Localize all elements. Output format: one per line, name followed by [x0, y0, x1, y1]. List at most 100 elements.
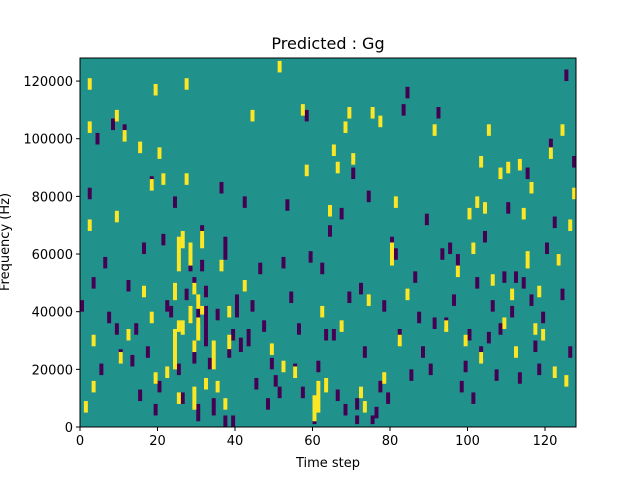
heatmap-cell-low [448, 242, 453, 255]
heatmap-cell-low [486, 331, 491, 344]
heatmap-cell-low [362, 346, 367, 358]
heatmap-cell-low [207, 357, 212, 370]
heatmap-cell-low [506, 202, 511, 214]
heatmap-cell-high [192, 340, 197, 353]
y-tick-label: 80000 [32, 190, 73, 205]
heatmap-cell-low [359, 282, 363, 295]
heatmap-cell-low [103, 256, 108, 269]
heatmap-cell-low [99, 363, 104, 376]
heatmap-cell-low [572, 156, 577, 168]
heatmap-cell-low [246, 328, 251, 347]
heatmap-cell-low [541, 311, 546, 324]
heatmap-cell-high [517, 158, 522, 171]
heatmap-cell-high [393, 196, 398, 208]
heatmap-cell-high [397, 334, 402, 347]
heatmap-cell-high [479, 156, 484, 168]
heatmap-cell-high [149, 179, 154, 191]
y-axis: 0 20000 40000 60000 80000 100000 120000 [23, 75, 80, 436]
heatmap-cell-high [176, 320, 181, 332]
heatmap-cell-high [138, 141, 143, 154]
y-tick-label: 20000 [32, 363, 73, 378]
plot-area [80, 58, 577, 427]
heatmap-cell-high [564, 375, 569, 387]
heatmap-cell-low [126, 279, 131, 292]
heatmap-cell-low [331, 328, 336, 341]
heatmap-cell-low [370, 415, 375, 425]
heatmap-cell-high [479, 352, 484, 364]
heatmap-cell-low [568, 346, 573, 358]
heatmap-cell-high [300, 104, 305, 116]
heatmap-cell-low [188, 259, 193, 272]
heatmap-cell-high [227, 305, 232, 318]
heatmap-cell-high [366, 294, 371, 306]
heatmap-cell-low [564, 69, 569, 82]
heatmap-cell-low [200, 225, 205, 237]
heatmap-cell-high [378, 115, 383, 128]
heatmap-cell-low [169, 305, 174, 318]
heatmap-cell-high [176, 392, 181, 404]
chart-title: Predicted : Gg [271, 34, 384, 53]
heatmap-cell-high [362, 401, 367, 413]
heatmap-cell-high [165, 366, 170, 378]
heatmap-cell-high [176, 236, 181, 272]
heatmap-cell-low [347, 291, 352, 304]
heatmap-cell-low [409, 369, 414, 381]
heatmap-cell-high [533, 323, 538, 335]
heatmap-cell-high [180, 320, 185, 335]
heatmap-cell-low [459, 380, 464, 393]
heatmap-cell-high [483, 202, 487, 214]
heatmap-cell-high [215, 380, 220, 393]
heatmap-cell-high [390, 242, 394, 266]
heatmap-cell-high [173, 328, 177, 370]
heatmap-cell-low [366, 190, 371, 203]
heatmap-cell-high [196, 294, 201, 309]
heatmap-cell-low [304, 109, 309, 122]
heatmap-cell-high [506, 161, 511, 174]
heatmap-cell-low [328, 225, 332, 237]
heatmap-cell-high [118, 352, 123, 364]
heatmap-cell-low [463, 360, 468, 373]
heatmap-cell-high [432, 124, 437, 136]
heatmap-cell-low [242, 196, 247, 208]
heatmap-cell-high [359, 386, 363, 399]
y-tick-label: 0 [65, 421, 73, 436]
heatmap-cell-low [351, 167, 356, 180]
heatmap-cell-high [142, 285, 146, 298]
x-axis-label: Time step [295, 456, 360, 471]
heatmap-cell-high [223, 398, 228, 410]
y-tick-label: 100000 [23, 133, 73, 148]
heatmap-cell-high [161, 173, 166, 185]
heatmap-cell-low [161, 233, 166, 246]
heatmap-cell-low [479, 346, 484, 358]
heatmap-cell-high [514, 346, 518, 358]
heatmap-cell-low [192, 277, 197, 289]
heatmap-cell-low [122, 124, 127, 136]
heatmap-cell-high [548, 147, 553, 159]
heatmap-cell-low [440, 248, 445, 260]
heatmap-cell-high [552, 366, 557, 378]
heatmap-cell-high [572, 187, 577, 200]
heatmap-cell-high [324, 377, 329, 393]
heatmap-cell-low [235, 294, 239, 318]
heatmap-cell-high [304, 164, 309, 177]
heatmap-cell-high [316, 380, 321, 413]
heatmap-cell-low [502, 271, 507, 283]
y-tick-label: 40000 [32, 306, 73, 321]
heatmap-cell-high [502, 317, 507, 329]
heatmap-cell-high [192, 386, 197, 410]
heatmap-cell-low [215, 308, 220, 321]
heatmap-cell-low [223, 415, 228, 427]
x-tick-label: 40 [227, 434, 244, 449]
heatmap-cell-high [331, 144, 336, 157]
heatmap-cell-high [204, 377, 208, 390]
heatmap-cell-high [382, 372, 387, 384]
heatmap-cell-low [176, 363, 181, 376]
heatmap-cell-low [498, 323, 503, 335]
y-tick-label: 60000 [32, 248, 73, 263]
heatmap-cell-high [219, 259, 224, 272]
heatmap-cell-high [328, 205, 332, 217]
heatmap-cell-low [471, 392, 476, 404]
heatmap-cell-low [432, 317, 437, 329]
heatmap-cell-low [80, 300, 84, 312]
heatmap-cell-low [548, 138, 553, 151]
